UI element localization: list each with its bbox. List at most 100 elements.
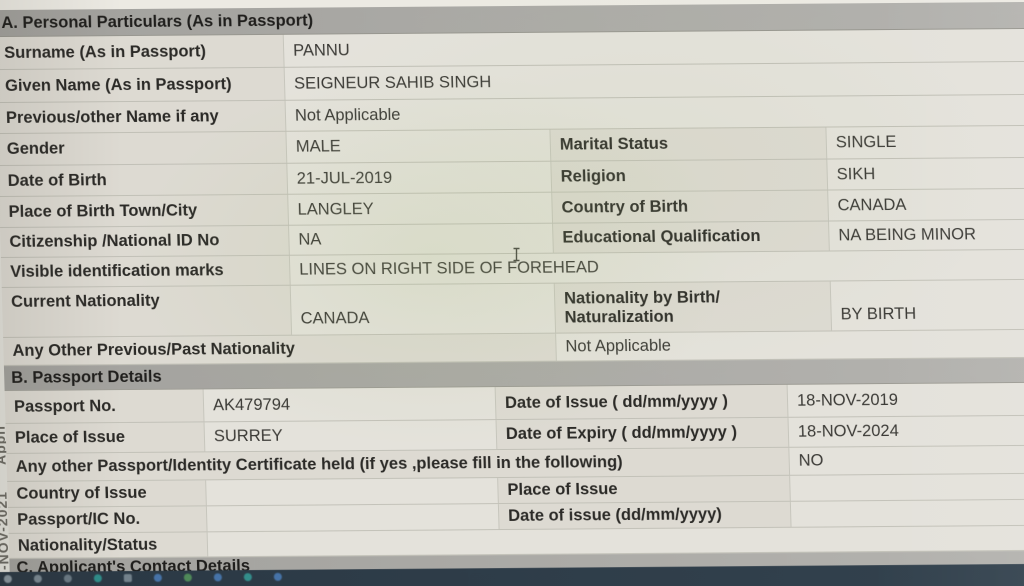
label-text: Educational Qualification: [562, 227, 761, 247]
field-value: LANGLEY: [287, 192, 553, 225]
field-value: NO: [788, 445, 1024, 475]
label-text: Passport No.: [13, 396, 117, 416]
field-label: Passport/IC No.: [7, 506, 207, 533]
label-text: Gender: [6, 139, 65, 159]
label-text: Country of Issue: [16, 484, 147, 504]
label-text: Nationality/Status: [17, 535, 158, 555]
field-value: SEIGNEUR SAHIB SINGH: [283, 61, 1024, 100]
field-label: Citizenship /National ID No: [0, 225, 289, 258]
field-label: Nationality/Status: [8, 532, 208, 558]
text-cursor-ibeam: [513, 247, 520, 262]
label-text: Given Name (As in Passport): [4, 74, 232, 95]
label-text: Date of Expiry ( dd/mm/yyyy ): [505, 423, 738, 444]
value-text: AK479794: [212, 395, 291, 415]
label-text: Surname (As in Passport): [3, 42, 207, 62]
field-value: 18-NOV-2024: [787, 415, 1024, 447]
value-text: 18-NOV-2019: [796, 390, 899, 410]
value-text: MALE: [295, 137, 342, 156]
field-label: Any Other Previous/Past Nationality: [3, 333, 556, 366]
label-text: Place of Birth Town/City: [8, 201, 198, 221]
label-text: Religion: [560, 166, 627, 186]
value-text: SINGLE: [835, 133, 897, 152]
field-label: Current Nationality: [1, 285, 292, 338]
value-text: BY BIRTH: [840, 304, 917, 323]
field-label: Place of Issue: [497, 475, 790, 504]
app-icon[interactable]: [123, 574, 132, 583]
app-icon[interactable]: [183, 573, 192, 582]
field-label: Visible identification marks: [0, 255, 290, 288]
label-text: Marital Status: [559, 135, 669, 154]
app-icon[interactable]: [33, 574, 42, 583]
field-value: CANADA: [289, 283, 556, 335]
label-text: Any other Passport/Identity Certificate …: [15, 453, 623, 477]
field-label: Country of Birth: [551, 190, 829, 223]
field-label: Date of Birth: [0, 163, 288, 197]
value-text: PANNU: [292, 41, 350, 60]
label-text: Date of Birth: [7, 170, 107, 190]
field-label: Date of Issue ( dd/mm/yyyy ): [494, 384, 788, 420]
field-value: Not Applicable: [555, 329, 1024, 361]
row-nationality: Current Nationality CANADA Nationality by …: [1, 279, 1024, 339]
field-value: [205, 504, 499, 532]
field-label: Gender: [0, 131, 287, 166]
value-text: Not Applicable: [565, 337, 672, 356]
field-value: PANNU: [282, 28, 1024, 67]
field-value: [205, 478, 498, 506]
field-value: NA BEING MINOR: [828, 219, 1024, 251]
field-value: BY BIRTH: [829, 279, 1024, 331]
value-text: Not Applicable: [294, 105, 401, 125]
field-label: Date of Expiry ( dd/mm/yyyy ): [495, 417, 789, 450]
app-icon[interactable]: [213, 573, 222, 582]
field-value: LINES ON RIGHT SIDE OF FOREHEAD: [288, 249, 1024, 285]
label-text: Passport/IC No.: [16, 510, 141, 530]
field-label: Passport No.: [4, 389, 204, 424]
field-value: MALE: [285, 129, 551, 163]
field-label: Place of Birth Town/City: [0, 194, 289, 228]
value-text: NA BEING MINOR: [838, 225, 977, 245]
label-text: Visible identification marks: [10, 261, 224, 282]
field-value: 18-NOV-2019: [786, 382, 1024, 417]
field-value: CANADA: [827, 188, 1024, 221]
section-header-label: B. Passport Details: [10, 367, 162, 387]
value-text: LINES ON RIGHT SIDE OF FOREHEAD: [299, 258, 600, 279]
field-value: 21-JUL-2019: [286, 161, 552, 194]
label-text: Any Other Previous/Past Nationality: [12, 339, 296, 361]
field-value: SURREY: [203, 420, 497, 452]
label-text: Date of issue (dd/mm/yyyy): [507, 505, 723, 526]
field-value: SINGLE: [825, 125, 1024, 159]
field-label: Marital Status: [549, 127, 827, 161]
field-label: Given Name (As in Passport): [0, 67, 285, 103]
value-text: CANADA: [300, 308, 370, 328]
label-text: Previous/other Name if any: [5, 107, 219, 127]
app-icon[interactable]: [93, 574, 102, 583]
field-label: Religion: [550, 159, 828, 192]
value-text: LANGLEY: [297, 199, 374, 219]
value-text: NA: [298, 230, 322, 249]
value-text: SEIGNEUR SAHIB SINGH: [293, 72, 492, 93]
field-value: [789, 499, 1024, 527]
field-label: Nationality by Birth/ Naturalization: [553, 281, 832, 333]
app-icon[interactable]: [153, 573, 162, 582]
app-icon[interactable]: [273, 572, 282, 581]
value-text: SURREY: [213, 427, 283, 446]
label-text: Country of Birth: [561, 197, 689, 217]
app-icon[interactable]: [3, 574, 12, 584]
label-text: Current Nationality: [10, 291, 160, 311]
field-value: Not Applicable: [284, 94, 1024, 131]
label-text: Date of Issue ( dd/mm/yyyy ): [504, 392, 729, 412]
label-text: Place of Issue: [14, 428, 126, 448]
value-text: 18-NOV-2024: [797, 422, 900, 442]
app-icon[interactable]: [63, 574, 72, 583]
value-text: SIKH: [836, 164, 876, 184]
label-text: Citizenship /National ID No: [9, 231, 220, 252]
field-label: Date of issue (dd/mm/yyyy): [497, 501, 791, 530]
field-label: Place of Issue: [5, 422, 205, 453]
field-label: Previous/other Name if any: [0, 100, 286, 134]
app-icon[interactable]: [243, 573, 252, 582]
field-label: Surname (As in Passport): [0, 34, 284, 70]
section-header-label: A. Personal Particulars (As in Passport): [1, 11, 314, 32]
field-label: Country of Issue: [7, 480, 206, 507]
value-text: 21-JUL-2019: [296, 168, 393, 188]
